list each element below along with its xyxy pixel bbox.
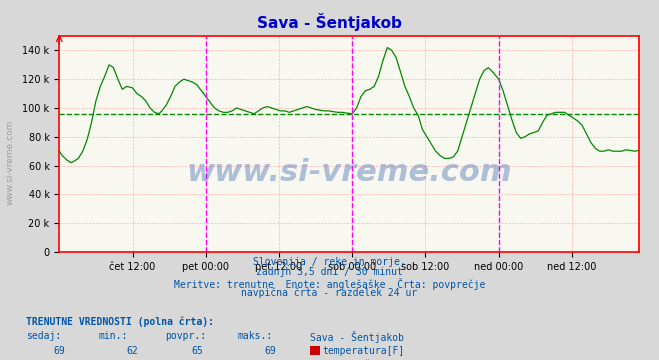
Text: Slovenija / reke in morje.: Slovenija / reke in morje. <box>253 257 406 267</box>
Text: zadnjh 3,5 dni / 30 minut: zadnjh 3,5 dni / 30 minut <box>256 267 403 278</box>
Text: 62: 62 <box>126 346 138 356</box>
Text: 69: 69 <box>53 346 65 356</box>
Text: Sava - Šentjakob: Sava - Šentjakob <box>257 13 402 31</box>
Text: 69: 69 <box>264 346 276 356</box>
Text: navpična črta - razdelek 24 ur: navpična črta - razdelek 24 ur <box>241 288 418 298</box>
Text: temperatura[F]: temperatura[F] <box>323 346 405 356</box>
Text: Meritve: trenutne  Enote: anglešaške  Črta: povprečje: Meritve: trenutne Enote: anglešaške Črta… <box>174 278 485 289</box>
Text: 65: 65 <box>192 346 204 356</box>
Text: www.si-vreme.com: www.si-vreme.com <box>186 158 512 187</box>
Text: www.si-vreme.com: www.si-vreme.com <box>5 119 14 205</box>
Text: Sava - Šentjakob: Sava - Šentjakob <box>310 331 404 343</box>
Text: maks.:: maks.: <box>237 331 272 341</box>
Text: sedaj:: sedaj: <box>26 331 61 341</box>
Text: povpr.:: povpr.: <box>165 331 206 341</box>
Text: TRENUTNE VREDNOSTI (polna črta):: TRENUTNE VREDNOSTI (polna črta): <box>26 317 214 327</box>
Text: min.:: min.: <box>99 331 129 341</box>
